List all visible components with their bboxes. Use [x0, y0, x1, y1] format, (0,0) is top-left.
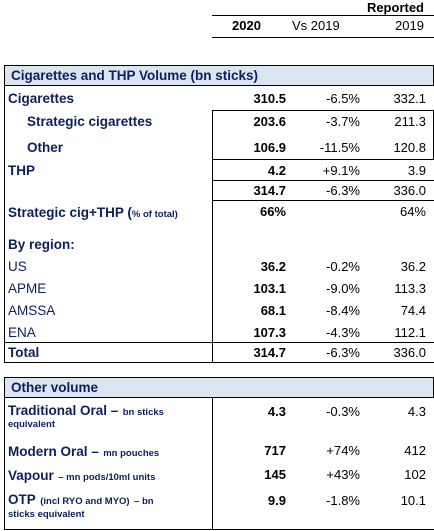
row-cigarettes-vs: -6.5%: [326, 91, 360, 106]
row-modern-oral-label: Modern Oral – mn pouches: [8, 443, 159, 461]
row-modern-oral-unit: mn pouches: [103, 448, 160, 459]
row-ena-label: ENA: [8, 325, 36, 340]
row-otp-2019: 10.1: [400, 493, 426, 508]
row-other-label: Other: [27, 140, 64, 155]
section2-bottom-rule: [4, 529, 434, 530]
row-modern-oral-2019: 412: [404, 443, 426, 458]
row-vapour-unit: – mn pods/10ml units: [58, 472, 156, 483]
row-otp-main: OTP: [8, 492, 36, 507]
row-strategic-share-2020: 66%: [259, 204, 286, 219]
row-amssa-label: AMSSA: [8, 303, 56, 318]
row-ena-vs: -4.3%: [326, 325, 360, 340]
row-us-2019: 36.2: [400, 259, 426, 274]
section-other-volume-header: Other volume: [4, 377, 434, 398]
row-strategic-share-2019: 64%: [399, 204, 426, 219]
row-strategic-cig-vs: -3.7%: [326, 114, 360, 129]
section-cig-thp-header: Cigarettes and THP Volume (bn sticks): [4, 65, 434, 86]
box-top: [212, 110, 434, 111]
box-left: [212, 110, 213, 160]
row-trad-oral-main: Traditional Oral –: [8, 403, 119, 418]
section1-left-border: [4, 86, 5, 363]
row-strategic-cig-2019: 211.3: [394, 114, 426, 129]
row-vapour-main: Vapour: [8, 468, 54, 483]
header-2019: 2019: [395, 18, 424, 33]
row-strategic-cig-label: Strategic cigarettes: [27, 114, 153, 129]
total-rule-top: [4, 342, 434, 343]
row-subtotal-2019: 336.0: [393, 183, 426, 198]
header-2020: 2020: [232, 18, 261, 33]
row-otp-label: OTP (incl RYO and MYO) – bn: [8, 491, 154, 509]
row-total-vs: -6.3%: [326, 345, 360, 360]
row-apme-2020: 103.1: [253, 281, 286, 296]
row-ena-2019: 112.1: [394, 325, 426, 340]
row-cigarettes-2019: 332.1: [393, 91, 426, 106]
section2-left-border: [4, 398, 5, 529]
row-amssa-2020: 68.1: [260, 303, 286, 318]
row-total-2019: 336.0: [393, 345, 426, 360]
total-rule-bottom: [4, 362, 434, 363]
row-subtotal-2020: 314.7: [253, 183, 286, 198]
row-vapour-2019: 102: [404, 467, 426, 482]
row-subtotal-vs: -6.3%: [326, 183, 360, 198]
row-otp-unit-mid: – bn: [134, 496, 154, 507]
row-total-2020: 314.7: [253, 345, 286, 360]
section2-col-rule: [212, 398, 213, 529]
row-other-2019: 120.8: [393, 140, 426, 155]
row-trad-oral-label: Traditional Oral – bn sticks: [8, 402, 164, 420]
row-cigarettes-2020: 310.5: [253, 91, 286, 106]
row-amssa-2019: 74.4: [400, 303, 426, 318]
row-vapour-2020: 145: [264, 467, 286, 482]
row-strategic-share-label: Strategic cig+THP (% of total): [8, 204, 178, 222]
row-us-2020: 36.2: [260, 259, 286, 274]
row-amssa-vs: -8.4%: [326, 303, 360, 318]
row-vapour-label: Vapour – mn pods/10ml units: [8, 467, 155, 485]
row-thp-label: THP: [8, 163, 35, 178]
row-other-vs: -11.5%: [319, 140, 360, 155]
row-otp-unit2: sticks equivalent: [8, 509, 85, 520]
header-rule-top: [212, 15, 434, 16]
header-rule-bottom: [212, 37, 434, 38]
row-strategic-cig-2020: 203.6: [253, 114, 286, 129]
by-region-label: By region:: [8, 237, 75, 252]
row-otp-vs: -1.8%: [326, 493, 360, 508]
subtotal-rule-bottom: [212, 200, 434, 201]
box-bottom: [212, 159, 434, 160]
row-trad-oral-2020: 4.3: [267, 404, 286, 419]
row-otp-2020: 9.9: [267, 493, 286, 508]
row-us-vs: -0.2%: [326, 259, 360, 274]
row-modern-oral-vs: +74%: [326, 443, 360, 458]
row-apme-2019: 113.3: [394, 281, 426, 296]
row-ena-2020: 107.3: [253, 325, 286, 340]
row-us-label: US: [8, 259, 27, 274]
row-trad-oral-2019: 4.3: [407, 404, 426, 419]
row-total-label: Total: [8, 345, 40, 360]
subtotal-rule-top: [212, 180, 434, 181]
row-modern-oral-main: Modern Oral –: [8, 444, 99, 459]
row-trad-oral-vs: -0.3%: [326, 404, 360, 419]
row-cigarettes-label: Cigarettes: [8, 91, 75, 106]
row-modern-oral-2020: 717: [264, 443, 286, 458]
row-trad-oral-unit: bn sticks: [122, 407, 164, 418]
row-thp-vs: +9.1%: [322, 163, 360, 178]
header-reported: Reported: [366, 0, 424, 15]
section1-col-rule: [212, 160, 213, 363]
row-thp-2020: 4.2: [267, 163, 286, 178]
row-trad-oral-unit2: equivalent: [8, 419, 55, 430]
row-thp-2019: 3.9: [407, 163, 426, 178]
row-strategic-share-main: Strategic cig+THP (: [8, 205, 132, 220]
row-other-2020: 106.9: [253, 140, 286, 155]
row-apme-label: APME: [8, 281, 47, 296]
row-apme-vs: -9.0%: [326, 281, 360, 296]
header-vs-2019: Vs 2019: [292, 18, 340, 33]
row-vapour-vs: +43%: [326, 467, 360, 482]
row-otp-unit: (incl RYO and MYO): [40, 496, 130, 507]
row-strategic-share-sub: % of total): [131, 209, 178, 220]
